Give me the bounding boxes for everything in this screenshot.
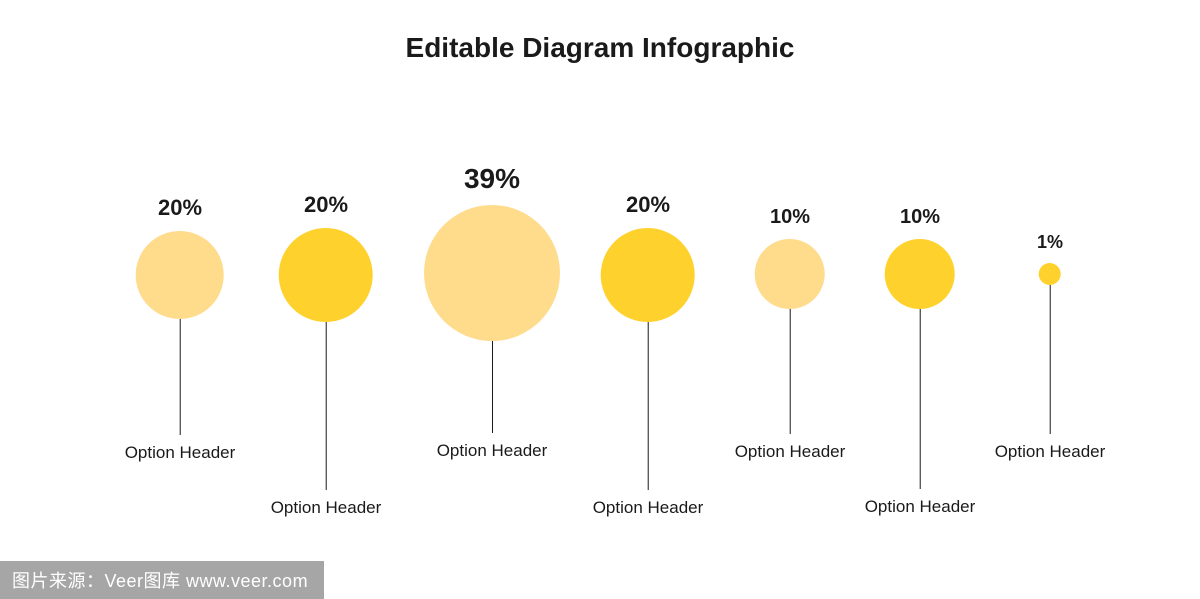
option-label: Option Header bbox=[437, 441, 548, 461]
chart-item-6: 1% Option Header bbox=[995, 232, 1106, 462]
chart-item-2: 39% Option Header bbox=[424, 163, 560, 461]
connector-line bbox=[492, 341, 493, 433]
option-label: Option Header bbox=[995, 442, 1106, 462]
percent-label: 39% bbox=[464, 163, 520, 195]
value-circle bbox=[424, 205, 560, 341]
chart-item-1: 20% Option Header bbox=[271, 192, 382, 518]
option-label: Option Header bbox=[271, 498, 382, 518]
chart-item-5: 10% Option Header bbox=[865, 206, 976, 517]
option-label: Option Header bbox=[593, 498, 704, 518]
value-circle bbox=[136, 231, 224, 319]
value-circle bbox=[1039, 263, 1061, 285]
percent-label: 20% bbox=[626, 192, 670, 218]
chart-item-3: 20% Option Header bbox=[593, 192, 704, 518]
connector-line bbox=[647, 322, 648, 490]
percent-label: 10% bbox=[770, 206, 810, 229]
connector-line bbox=[919, 309, 920, 489]
connector-line bbox=[1049, 285, 1050, 434]
chart-title: Editable Diagram Infographic bbox=[0, 32, 1200, 64]
value-circle bbox=[755, 239, 825, 309]
percent-label: 20% bbox=[304, 192, 348, 218]
percent-label: 1% bbox=[1037, 232, 1063, 253]
option-label: Option Header bbox=[735, 442, 846, 462]
percent-label: 10% bbox=[900, 206, 940, 229]
infographic-canvas: Editable Diagram Infographic 图片来源：Veer图库… bbox=[0, 0, 1200, 599]
connector-line bbox=[179, 319, 180, 435]
connector-line bbox=[325, 322, 326, 490]
value-circle bbox=[279, 228, 373, 322]
chart-item-0: 20% Option Header bbox=[125, 195, 236, 463]
connector-line bbox=[789, 309, 790, 434]
value-circle bbox=[885, 239, 955, 309]
option-label: Option Header bbox=[865, 497, 976, 517]
percent-label: 20% bbox=[158, 195, 202, 221]
watermark: 图片来源：Veer图库 www.veer.com bbox=[0, 561, 324, 599]
option-label: Option Header bbox=[125, 443, 236, 463]
chart-item-4: 10% Option Header bbox=[735, 206, 846, 462]
value-circle bbox=[601, 228, 695, 322]
